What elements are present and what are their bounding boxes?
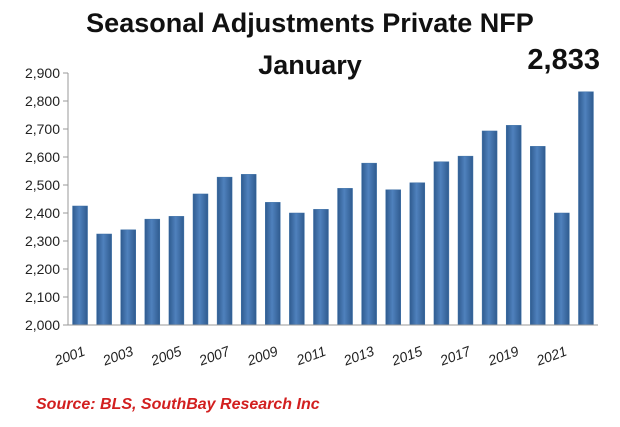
x-axis: 2001 2003 2005 2007 2009 2011 2013 2015 2017 2019… <box>51 324 598 369</box>
x-tick-label: 2019 <box>485 343 521 369</box>
y-tick-label: 2,900 <box>25 65 60 81</box>
source-note: Source: BLS, SouthBay Research Inc <box>36 396 320 413</box>
bar-2021 <box>554 212 570 326</box>
bar-2020 <box>530 146 546 326</box>
y-tick-label: 2,600 <box>25 149 60 165</box>
x-tick-label: 2001 <box>51 343 87 369</box>
x-tick-label: 2009 <box>244 343 280 369</box>
y-tick-label: 2,500 <box>25 177 60 193</box>
y-axis: 2,000 2,100 2,200 2,300 2,400 2,500 2,600 2,700… <box>25 65 69 333</box>
y-tick-label: 2,100 <box>25 289 60 305</box>
chart-title-line1: Seasonal Adjustments Private NFP <box>86 8 534 38</box>
y-tick-label: 2,000 <box>25 317 60 333</box>
y-tick-label: 2,800 <box>25 93 60 109</box>
bar-2022 <box>578 91 594 326</box>
y-tick-label: 2,300 <box>25 233 60 249</box>
x-tick-label: 2003 <box>100 343 136 369</box>
latest-value-callout: 2,833 <box>527 44 600 76</box>
bar-2017 <box>457 155 474 326</box>
bar-2013 <box>361 162 377 326</box>
bar-2006 <box>192 193 209 326</box>
bar-2004 <box>144 218 161 326</box>
bar-2002 <box>96 233 112 326</box>
bar-2003 <box>120 229 136 326</box>
y-tick-label: 2,200 <box>25 261 60 277</box>
x-tick-label: 2005 <box>148 343 184 369</box>
bars <box>72 91 594 326</box>
y-tick-label: 2,700 <box>25 121 60 137</box>
x-tick-label: 2011 <box>293 343 328 369</box>
bar-2007 <box>216 176 233 326</box>
chart-title-line2: January <box>258 50 362 80</box>
bar-2008 <box>240 174 257 326</box>
bar-2009 <box>265 202 281 326</box>
x-tick-label: 2013 <box>340 343 376 369</box>
bar-2012 <box>337 188 353 326</box>
x-tick-label: 2015 <box>389 343 425 369</box>
y-tick-label: 2,400 <box>25 205 60 221</box>
bar-2001 <box>72 205 88 326</box>
bar-2018 <box>481 130 498 326</box>
bar-2019 <box>505 125 522 326</box>
bar-2016 <box>433 161 450 326</box>
x-tick-label: 2017 <box>437 342 474 368</box>
x-tick-label: 2007 <box>196 342 233 368</box>
bar-2011 <box>313 209 329 326</box>
bar-2010 <box>289 212 305 326</box>
x-tick-label: 2021 <box>533 343 569 369</box>
bar-2005 <box>168 216 185 326</box>
bar-2014 <box>385 189 401 326</box>
bar-2015 <box>409 182 426 326</box>
